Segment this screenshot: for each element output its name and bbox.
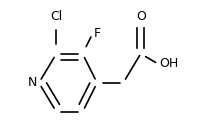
Text: O: O: [136, 10, 146, 23]
Text: OH: OH: [160, 57, 179, 70]
Text: N: N: [28, 76, 37, 89]
Text: F: F: [94, 27, 101, 40]
Text: Cl: Cl: [50, 10, 63, 23]
